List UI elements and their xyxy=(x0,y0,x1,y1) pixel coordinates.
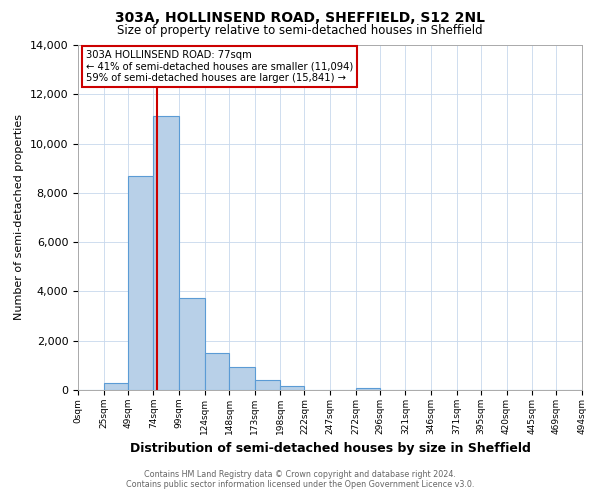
Bar xyxy=(254,380,280,390)
Bar xyxy=(205,353,229,390)
Bar xyxy=(229,366,254,390)
X-axis label: Distribution of semi-detached houses by size in Sheffield: Distribution of semi-detached houses by … xyxy=(130,442,530,456)
Bar xyxy=(154,116,179,390)
Text: 303A, HOLLINSEND ROAD, SHEFFIELD, S12 2NL: 303A, HOLLINSEND ROAD, SHEFFIELD, S12 2N… xyxy=(115,12,485,26)
Text: 303A HOLLINSEND ROAD: 77sqm
← 41% of semi-detached houses are smaller (11,094)
5: 303A HOLLINSEND ROAD: 77sqm ← 41% of sem… xyxy=(86,50,353,84)
Text: Size of property relative to semi-detached houses in Sheffield: Size of property relative to semi-detach… xyxy=(117,24,483,37)
Text: Contains HM Land Registry data © Crown copyright and database right 2024.
Contai: Contains HM Land Registry data © Crown c… xyxy=(126,470,474,489)
Bar xyxy=(104,382,128,390)
Bar xyxy=(356,388,380,390)
Bar xyxy=(280,386,304,390)
Bar xyxy=(128,176,154,390)
Y-axis label: Number of semi-detached properties: Number of semi-detached properties xyxy=(14,114,24,320)
Bar xyxy=(179,298,205,390)
